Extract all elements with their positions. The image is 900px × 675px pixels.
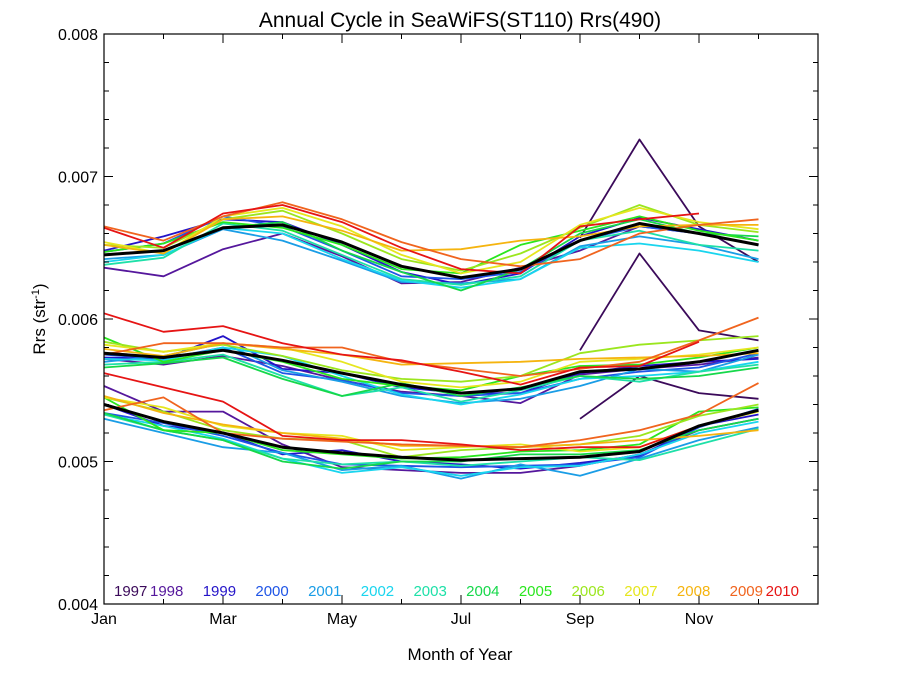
series-2009-upper-line xyxy=(103,201,759,268)
climatology-lower-line xyxy=(103,403,759,462)
series-2000-lower-line xyxy=(103,407,759,469)
series-2007-upper-line xyxy=(103,207,759,275)
series-1997-lower-line xyxy=(579,375,759,420)
y-tick-label: 0.004 xyxy=(58,597,98,614)
y-axis-label: Rrs (str-1) xyxy=(30,283,49,354)
legend-item-2000: 2000 xyxy=(255,583,288,600)
y-axis: 0.004 0.005 0.006 0.007 0.008 xyxy=(58,27,818,614)
x-tick-label: May xyxy=(327,611,357,628)
series-2002-lower-line xyxy=(103,413,759,477)
legend-item-1998: 1998 xyxy=(150,583,183,600)
plot-frame xyxy=(103,33,819,605)
legend-item-1997: 1997 xyxy=(114,583,147,600)
series-1997-upper-line xyxy=(579,138,759,263)
series-2010-middle-line xyxy=(103,312,700,386)
legend-item-2002: 2002 xyxy=(361,583,394,600)
legend-item-2009: 2009 xyxy=(730,583,763,600)
legend-item-2005: 2005 xyxy=(519,583,552,600)
legend-item-2004: 2004 xyxy=(466,583,499,600)
climatology-upper-line xyxy=(103,222,759,280)
x-tick-label: Mar xyxy=(209,611,237,628)
legend-item-1999: 1999 xyxy=(203,583,236,600)
legend-item-2007: 2007 xyxy=(624,583,657,600)
y-axis-label-superscript: -1 xyxy=(30,289,42,299)
series-2003-middle-line xyxy=(103,353,759,403)
legend-item-2010: 2010 xyxy=(766,583,799,600)
legend-item-2003: 2003 xyxy=(413,583,446,600)
x-tick-label: Nov xyxy=(685,611,713,628)
x-axis: Jan Mar May Jul Sep Nov xyxy=(91,34,759,628)
y-axis-label-end: ) xyxy=(30,283,49,289)
y-tick-label: 0.007 xyxy=(58,170,98,187)
x-tick-label: Jul xyxy=(451,611,471,628)
legend: 1997 1998 1999 2000 2001 2002 2003 2004 2005 2006… xyxy=(114,583,799,600)
climatology-middle-line xyxy=(103,348,759,395)
x-axis-label: Month of Year xyxy=(408,645,513,664)
chart-title: Annual Cycle in SeaWiFS(ST110) Rrs(490) xyxy=(259,9,661,32)
legend-item-2006: 2006 xyxy=(572,583,605,600)
y-tick-label: 0.005 xyxy=(58,455,98,472)
y-tick-label: 0.006 xyxy=(58,312,98,329)
series-2009-lower-line xyxy=(103,382,759,449)
legend-item-2008: 2008 xyxy=(677,583,710,600)
series-2010-upper-line xyxy=(103,204,700,275)
x-tick-label: Sep xyxy=(566,611,595,628)
y-tick-label: 0.008 xyxy=(58,27,98,44)
series-2002-middle-line xyxy=(103,346,759,406)
x-tick-label: Jan xyxy=(91,611,117,628)
series-2008-middle-line xyxy=(103,342,759,366)
series-1997-middle-line xyxy=(579,252,759,351)
plot-area xyxy=(103,138,759,480)
series-2010-lower-line xyxy=(103,372,700,451)
series-2003-upper-line xyxy=(103,222,759,286)
legend-item-2001: 2001 xyxy=(308,583,341,600)
y-axis-label-main: Rrs (str xyxy=(30,299,49,355)
